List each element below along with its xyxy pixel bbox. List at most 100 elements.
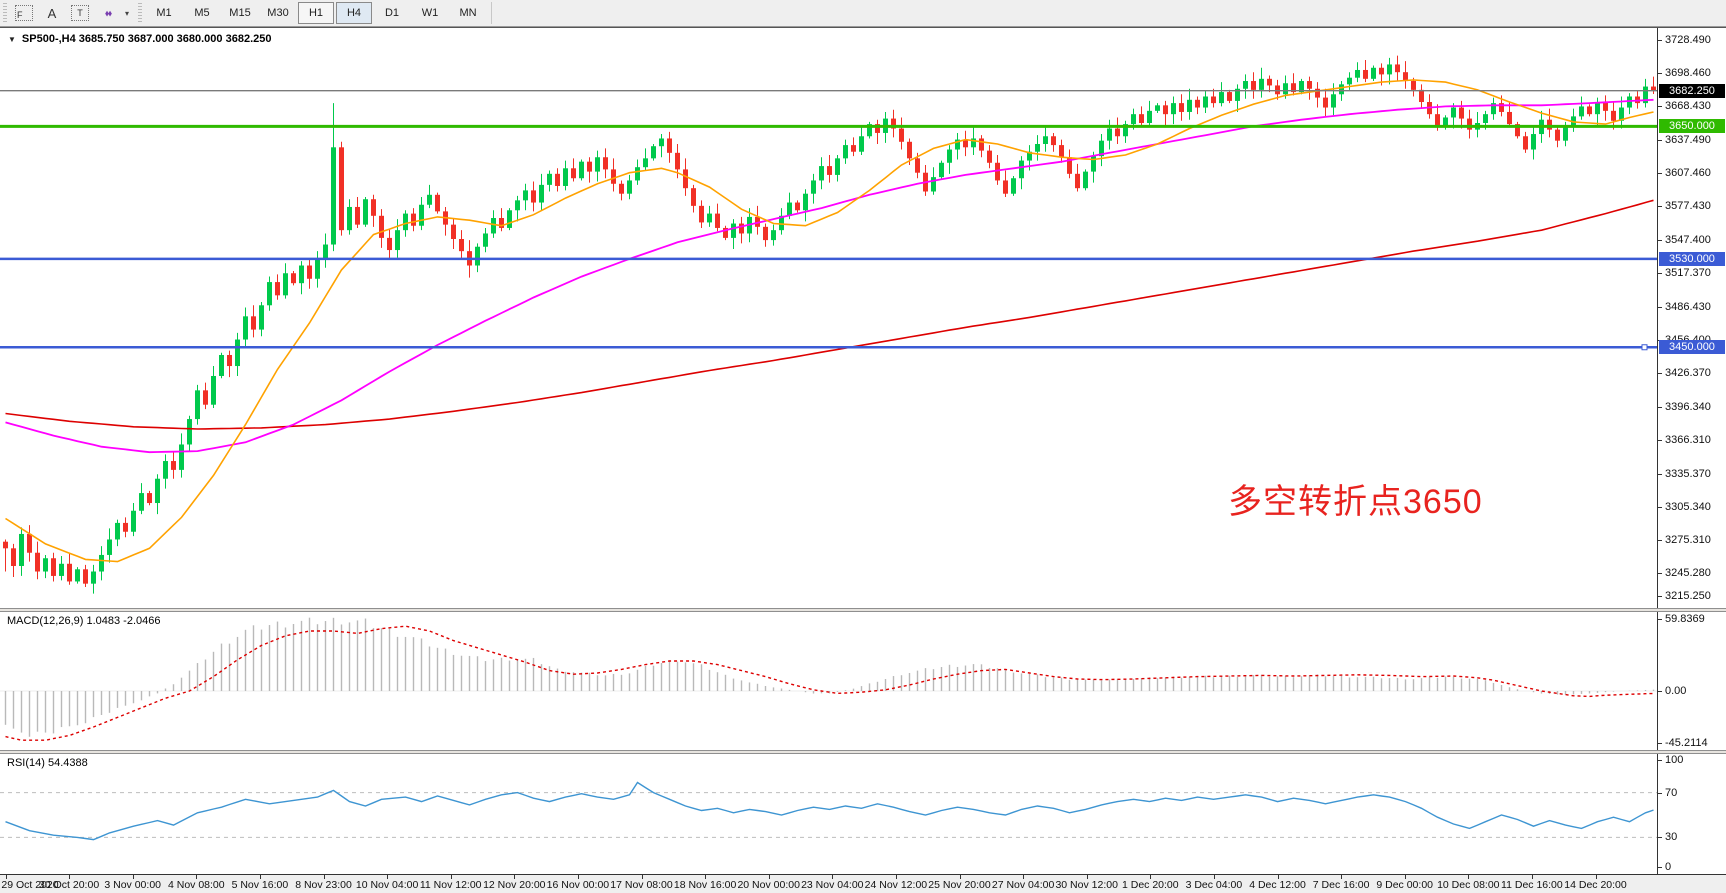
price-scale[interactable]: 3728.490 3698.460 3668.430 3637.490 3607.460… [1657, 28, 1726, 608]
candlestick [619, 183, 624, 194]
date-tick [641, 875, 643, 879]
candlestick [1267, 78, 1272, 86]
rsi-plot[interactable] [0, 754, 1657, 874]
date-label: 24 Nov 12:00 [864, 879, 928, 891]
text-label-icon[interactable]: T [67, 2, 93, 24]
candlestick [27, 533, 32, 553]
price-tag: 3650.000 [1659, 119, 1725, 134]
cursor-icon[interactable]: A [47, 5, 57, 21]
price-scale-label: 3668.430 [1665, 99, 1711, 112]
price-scale-label: 3698.460 [1665, 66, 1711, 79]
candlestick [99, 554, 104, 572]
timeframe-toolbar-handle[interactable] [138, 3, 142, 23]
candlestick [483, 233, 488, 247]
candlestick [1403, 72, 1408, 82]
date-axis[interactable]: 29 Oct 2020 30 Oct 20:00 3 Nov 00:00 4 Nov … [0, 874, 1726, 893]
candlestick [331, 147, 336, 245]
macd-scale[interactable]: 59.8369 0.00 -45.2114 [1657, 612, 1726, 750]
date-tick [1531, 875, 1533, 879]
candlestick [267, 282, 272, 306]
candlestick [235, 339, 240, 367]
candlestick [419, 204, 424, 226]
price-scale-label: 3577.430 [1665, 200, 1711, 213]
price-chart-plot[interactable] [0, 28, 1657, 608]
candlestick [1507, 111, 1512, 125]
candlestick [659, 138, 664, 147]
candlestick [547, 173, 552, 185]
candlestick [1003, 180, 1008, 194]
macd-plot[interactable] [0, 612, 1657, 750]
rsi-scale-label: 70 [1665, 786, 1678, 799]
date-tick [132, 875, 134, 879]
date-label: 4 Dec 12:00 [1249, 879, 1306, 891]
collapse-triangle-icon[interactable]: ▼ [8, 34, 16, 44]
date-label: 10 Nov 04:00 [355, 879, 419, 891]
date-tick [1404, 875, 1406, 879]
price-scale-label: 3366.310 [1665, 433, 1711, 446]
date-tick [1277, 875, 1279, 879]
date-label: 20 Nov 00:00 [737, 879, 800, 891]
candlestick [1211, 96, 1216, 104]
price-scale-label: 3728.490 [1665, 33, 1711, 46]
candlestick [579, 161, 584, 179]
candlestick [803, 193, 808, 211]
rsi-scale[interactable]: 100 70 30 0 [1657, 754, 1726, 874]
date-label: 7 Dec 16:00 [1312, 879, 1370, 891]
scale-tick [1658, 140, 1662, 142]
timeframe-button-m5[interactable]: M5 [194, 7, 210, 19]
ma-fast-line [5, 79, 1654, 563]
timeframe-button-h4[interactable]: H4 [336, 2, 372, 24]
candlestick [787, 202, 792, 216]
timeframe-button-mn[interactable]: MN [459, 7, 477, 19]
object-list-icon[interactable]: F [11, 2, 37, 24]
price-scale-label: 3547.400 [1665, 233, 1711, 246]
candlestick [1099, 140, 1104, 157]
timeframe-button-m30[interactable]: M30 [267, 7, 289, 19]
candlestick [299, 265, 304, 284]
candlestick [739, 223, 744, 234]
candlestick [995, 162, 1000, 181]
candlestick [1075, 173, 1080, 189]
dropdown-caret-icon[interactable]: ▾ [124, 8, 129, 18]
candlestick [1339, 84, 1344, 95]
candlestick [1619, 107, 1624, 121]
chart-annotation-text[interactable]: 多空转折点3650 [1228, 483, 1483, 521]
rsi-panel: 100 70 30 0 RSI(14) 54.4388 [0, 754, 1726, 874]
panel-splitter[interactable] [0, 608, 1726, 612]
date-tick [959, 875, 961, 879]
timeframe-button-w1[interactable]: W1 [421, 7, 439, 19]
line-drag-handle[interactable] [1641, 344, 1648, 351]
candlestick [859, 136, 864, 152]
timeframe-button-m15[interactable]: M15 [229, 7, 251, 19]
date-tick [1341, 875, 1343, 879]
candlestick [715, 213, 720, 228]
timeframe-button-h1[interactable]: H1 [298, 2, 334, 24]
candlestick [339, 147, 344, 231]
candlestick [51, 558, 56, 576]
date-label: 1 Dec 20:00 [1121, 879, 1179, 891]
timeframe-button-m1[interactable]: M1 [156, 7, 172, 19]
candlestick [1011, 178, 1016, 194]
candlestick [1323, 97, 1328, 108]
candlestick [1051, 136, 1056, 146]
panel-splitter[interactable] [0, 750, 1726, 754]
candlestick [867, 124, 872, 137]
candlestick [283, 273, 288, 296]
candlestick [1155, 105, 1160, 111]
candlestick [1363, 69, 1368, 79]
date-label: 10 Dec 08:00 [1437, 879, 1500, 891]
scale-tick [1658, 72, 1662, 74]
arrow-objects-icon[interactable]: ⬧⬧ [104, 7, 112, 18]
candlestick [155, 478, 160, 504]
candlestick [707, 213, 712, 223]
macd-scale-label: 59.8369 [1665, 613, 1705, 626]
timeframe-button-d1[interactable]: D1 [384, 7, 400, 19]
toolbar-drag-handle[interactable] [3, 3, 7, 23]
candlestick [259, 305, 264, 330]
candlestick [643, 158, 648, 168]
candlestick [587, 161, 592, 172]
candlestick [115, 522, 120, 540]
date-label: 3 Dec 04:00 [1185, 879, 1243, 891]
scale-tick [1658, 473, 1662, 475]
